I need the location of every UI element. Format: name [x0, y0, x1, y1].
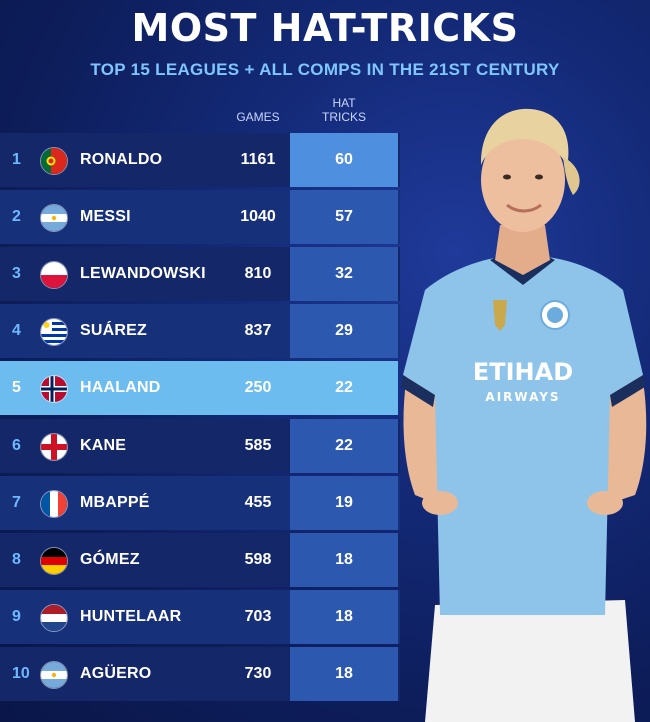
player-name: GÓMEZ	[80, 551, 140, 568]
column-header-hat-tricks: HAT TRICKS	[290, 96, 398, 124]
shirt-sponsor: ETIHAD	[473, 358, 573, 386]
hat-tricks-count: 29	[290, 304, 398, 358]
table-row: 8 GÓMEZ 598 18	[0, 533, 400, 587]
games-count: 585	[244, 437, 272, 454]
hat-tricks-count: 57	[290, 190, 398, 244]
hat-tricks-count: 18	[290, 533, 398, 587]
argentina-flag-icon	[40, 661, 68, 689]
games-count: 455	[244, 494, 272, 511]
games-count: 810	[244, 265, 272, 282]
table-row: 10 AGÜERO 730 18	[0, 647, 400, 701]
hat-tricks-count: 60	[290, 133, 398, 187]
poland-flag-icon	[40, 261, 68, 289]
games-header-label: GAMES	[236, 110, 280, 124]
player-name: LEWANDOWSKI	[80, 265, 206, 282]
games-count: 1161	[240, 151, 276, 168]
rank-number: 5	[12, 379, 21, 396]
table-row: 9 HUNTELAAR 703 18	[0, 590, 400, 644]
games-count: 250	[244, 379, 272, 396]
hat-tricks-count: 32	[290, 247, 398, 301]
player-name: KANE	[80, 437, 127, 454]
games-count: 703	[244, 608, 272, 625]
player-name: MBAPPÉ	[80, 494, 150, 511]
hat-tricks-count: 19	[290, 476, 398, 530]
table-row: 4 SUÁREZ 837 29	[0, 304, 400, 358]
player-name: RONALDO	[80, 151, 163, 168]
player-photo: ETIHAD AIRWAYS	[401, 108, 647, 722]
argentina-flag-icon	[40, 204, 68, 232]
hat-header-line1: HAT	[332, 96, 356, 110]
table-row: 3 LEWANDOWSKI 810 32	[0, 247, 400, 301]
portugal-flag-icon	[40, 147, 68, 175]
rank-number: 2	[12, 208, 21, 225]
rank-number: 7	[12, 494, 21, 511]
games-count: 837	[244, 322, 272, 339]
rank-number: 10	[12, 665, 30, 682]
rank-number: 3	[12, 265, 21, 282]
hat-tricks-count: 22	[290, 361, 398, 415]
table-row: 6 KANE 585 22	[0, 419, 400, 473]
rank-number: 8	[12, 551, 21, 568]
norway-flag-icon	[40, 375, 68, 403]
column-header-games: GAMES	[230, 110, 286, 124]
uruguay-flag-icon	[40, 318, 68, 346]
player-name: AGÜERO	[80, 665, 152, 682]
player-name: HUNTELAAR	[80, 608, 182, 625]
netherlands-flag-icon	[40, 604, 68, 632]
games-count: 1040	[240, 208, 276, 225]
table-row: 1 RONALDO 1161 60	[0, 133, 400, 187]
hat-tricks-count: 18	[290, 647, 398, 701]
rank-number: 9	[12, 608, 21, 625]
rank-number: 4	[12, 322, 21, 339]
france-flag-icon	[40, 490, 68, 518]
player-name: MESSI	[80, 208, 131, 225]
rank-number: 6	[12, 437, 21, 454]
hat-tricks-count: 22	[290, 419, 398, 473]
hat-header-line2: TRICKS	[321, 110, 366, 124]
shirt-sponsor-sub: AIRWAYS	[485, 390, 560, 404]
germany-flag-icon	[40, 547, 68, 575]
rank-number: 1	[12, 151, 21, 168]
table-row: 7 MBAPPÉ 455 19	[0, 476, 400, 530]
player-name: HAALAND	[80, 379, 161, 396]
table-row: 2 MESSI 1040 57	[0, 190, 400, 244]
england-flag-icon	[40, 433, 68, 461]
hat-tricks-count: 18	[290, 590, 398, 644]
player-name: SUÁREZ	[80, 322, 147, 339]
games-count: 598	[244, 551, 272, 568]
page-subtitle: TOP 15 LEAGUES + ALL COMPS IN THE 21ST C…	[90, 60, 560, 79]
page-title: MOST HAT-TRICKS	[131, 6, 519, 50]
table-row-highlighted: 5 HAALAND 250 22	[0, 361, 398, 415]
games-count: 730	[244, 665, 272, 682]
